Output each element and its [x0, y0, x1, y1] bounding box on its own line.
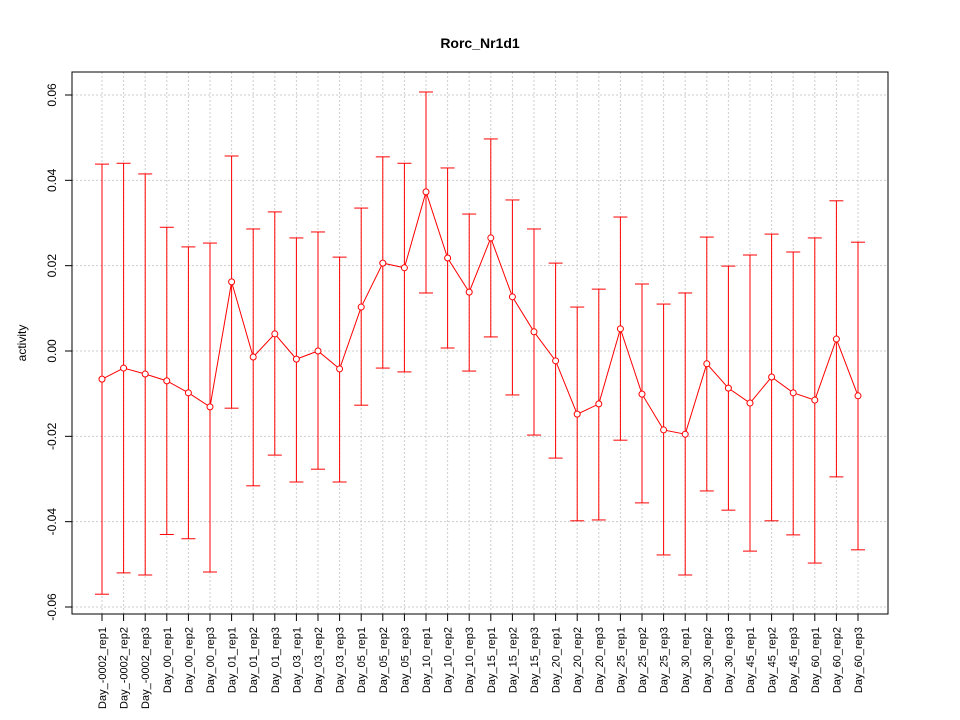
data-point	[703, 360, 711, 368]
x-tick-label: Day_20_rep3	[594, 627, 606, 693]
x-tick-label: Day_60_rep2	[831, 627, 843, 693]
data-point	[163, 377, 171, 385]
x-tick-label: Day_30_rep2	[702, 627, 714, 693]
data-point	[724, 384, 732, 392]
x-tick-label: Day_10_rep1	[421, 627, 433, 693]
x-tick-label: Day_25_rep2	[637, 627, 649, 693]
x-tick-label: Day_45_rep3	[788, 627, 800, 693]
data-point	[616, 325, 624, 333]
x-tick-label: Day_15_rep2	[507, 627, 519, 693]
y-tick-label: 0.04	[45, 168, 59, 192]
y-axis-label: activity	[15, 325, 29, 362]
x-tick-label: Day_05_rep1	[356, 627, 368, 693]
y-tick-label: 0.06	[45, 83, 59, 107]
x-tick-label: Day_20_rep2	[572, 627, 584, 693]
x-tick-label: Day_45_rep1	[745, 627, 757, 693]
x-tick-label: Day_03_rep3	[335, 627, 347, 693]
plot-frame	[71, 71, 889, 615]
data-point	[595, 400, 603, 408]
data-point	[357, 303, 365, 311]
x-tick-label: Day_30_rep1	[680, 627, 692, 693]
data-point	[811, 396, 819, 404]
data-point	[854, 392, 862, 400]
x-tick-label: Day_05_rep3	[399, 627, 411, 693]
data-point	[508, 293, 516, 301]
data-point	[660, 426, 668, 434]
x-tick-label: Day_-0002_rep2	[119, 627, 131, 709]
x-tick-label: Day_20_rep1	[551, 627, 563, 693]
x-tick-label: Day_10_rep2	[443, 627, 455, 693]
y-tick-label: -0.06	[45, 593, 59, 621]
data-point	[746, 399, 754, 407]
data-point	[184, 389, 192, 397]
x-tick-label: Day_30_rep3	[723, 627, 735, 693]
x-tick-label: Day_-0002_rep1	[97, 627, 109, 709]
data-point	[552, 357, 560, 365]
x-tick-label: Day_10_rep3	[464, 627, 476, 693]
data-point	[120, 364, 128, 372]
y-tick-label: 0.02	[45, 254, 59, 278]
y-tick-label: 0.00	[45, 339, 59, 363]
x-tick-label: Day_45_rep2	[767, 627, 779, 693]
data-point	[465, 288, 473, 296]
data-point	[638, 390, 646, 398]
x-tick-label: Day_01_rep2	[248, 627, 260, 693]
data-point	[487, 234, 495, 242]
data-point	[681, 430, 689, 438]
x-tick-label: Day_00_rep2	[183, 627, 195, 693]
data-point	[768, 373, 776, 381]
x-tick-label: Day_03_rep2	[313, 627, 325, 693]
data-point	[832, 335, 840, 343]
y-tick-label: -0.02	[45, 422, 59, 450]
data-point	[444, 254, 452, 262]
data-point	[141, 370, 149, 378]
x-tick-label: Day_15_rep1	[486, 627, 498, 693]
data-point	[379, 259, 387, 267]
x-tick-label: Day_03_rep1	[291, 627, 303, 693]
x-tick-label: Day_60_rep1	[810, 627, 822, 693]
x-tick-label: Day_60_rep3	[853, 627, 865, 693]
x-tick-label: Day_00_rep3	[205, 627, 217, 693]
x-tick-label: Day_01_rep3	[270, 627, 282, 693]
data-point	[573, 410, 581, 418]
x-tick-label: Day_25_rep3	[659, 627, 671, 693]
series-line	[101, 190, 859, 435]
x-tick-label: Day_25_rep1	[615, 627, 627, 693]
x-tick-label: Day_15_rep3	[529, 627, 541, 693]
data-point	[292, 355, 300, 363]
data-point	[98, 375, 106, 383]
data-point	[789, 389, 797, 397]
x-tick-label: Day_01_rep1	[227, 627, 239, 693]
data-point	[228, 278, 236, 286]
data-point	[249, 353, 257, 361]
y-tick-label: -0.04	[45, 508, 59, 536]
data-point	[422, 188, 430, 196]
x-tick-label: Day_00_rep1	[162, 627, 174, 693]
chart-title: Rorc_Nr1d1	[440, 35, 520, 51]
data-point	[336, 365, 344, 373]
data-point	[271, 330, 279, 338]
x-tick-label: Day_-0002_rep3	[140, 627, 152, 709]
data-point	[530, 328, 538, 336]
x-tick-label: Day_05_rep2	[378, 627, 390, 693]
data-point	[314, 347, 322, 355]
data-point	[400, 264, 408, 272]
data-point	[206, 403, 214, 411]
